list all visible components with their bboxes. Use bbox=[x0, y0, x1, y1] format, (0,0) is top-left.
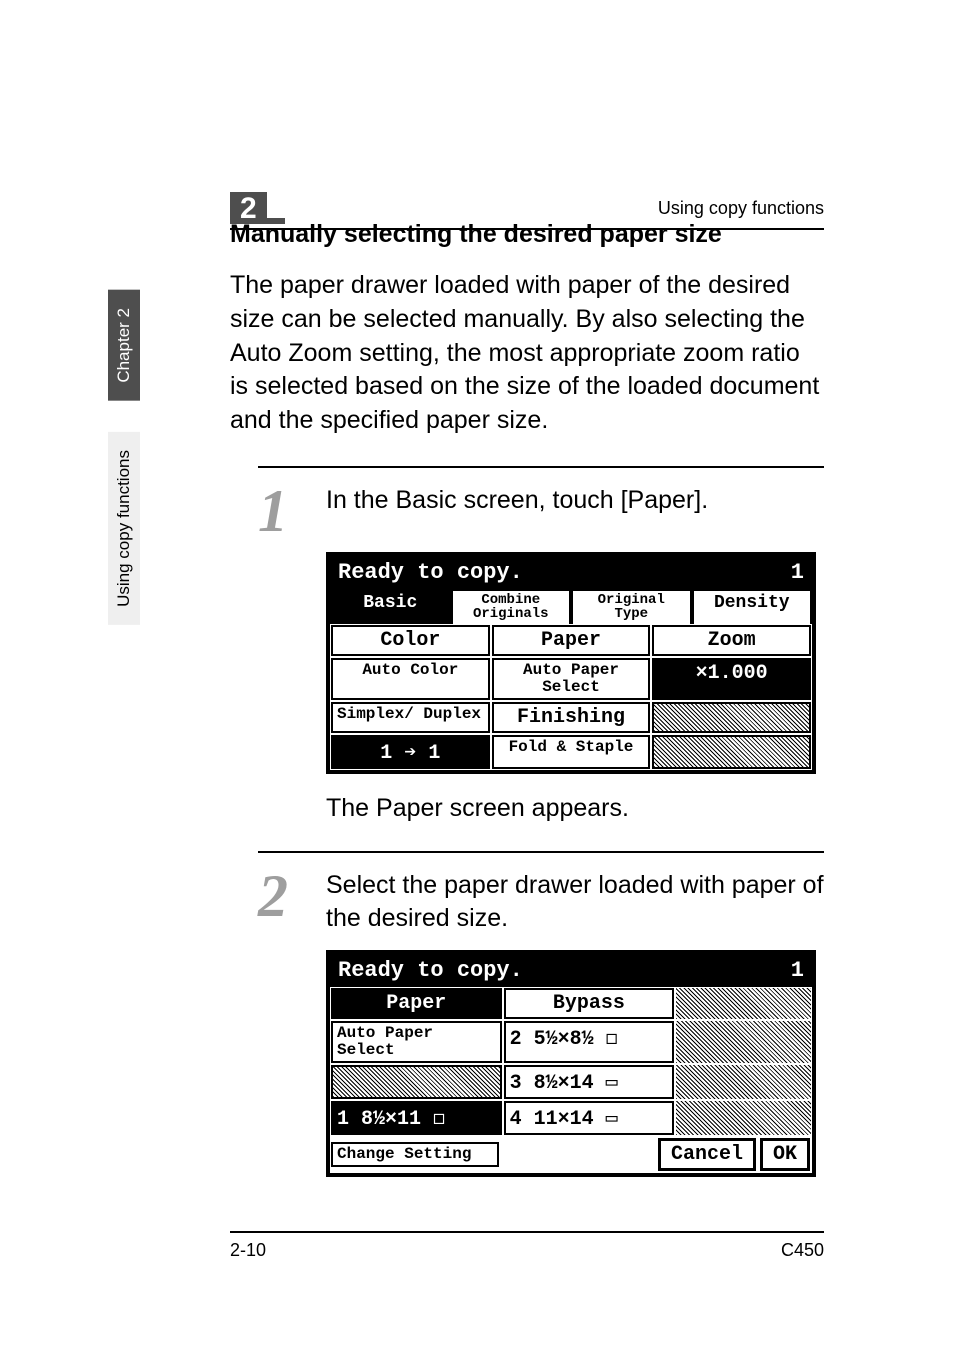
lcd2-tray-2[interactable]: 2 5½×8½ ◻ bbox=[504, 1021, 675, 1063]
lcd1-hdr-color: Color bbox=[331, 625, 490, 656]
model-number: C450 bbox=[781, 1240, 824, 1261]
step-number: 2 bbox=[258, 869, 326, 923]
page-number: 2-10 bbox=[230, 1240, 266, 1261]
running-header: Using copy functions bbox=[658, 198, 824, 219]
lcd1-tab-original[interactable]: Original Type bbox=[571, 589, 692, 624]
lcd1-tab-combine[interactable]: Combine Originals bbox=[451, 589, 572, 624]
lcd1-count: 1 bbox=[791, 560, 804, 585]
lcd2-tray-3[interactable]: 3 8½×14 ▭ bbox=[504, 1065, 675, 1099]
step-1-note: The Paper screen appears. bbox=[326, 794, 824, 823]
lcd1-fold[interactable]: Fold & Staple bbox=[492, 735, 651, 769]
lcd1-tab-density[interactable]: Density bbox=[692, 589, 813, 624]
lcd2-tray-4[interactable]: 4 11×14 ▭ bbox=[504, 1101, 675, 1135]
intro-paragraph: The paper drawer loaded with paper of th… bbox=[230, 269, 824, 438]
lcd1-val-paper[interactable]: Auto Paper Select bbox=[492, 658, 651, 700]
lcd2-change-setting[interactable]: Change Setting bbox=[331, 1142, 499, 1167]
lcd2-status: Ready to copy. bbox=[338, 958, 523, 983]
chapter-number: 2 bbox=[230, 192, 267, 224]
lcd2-blank-hdr bbox=[676, 988, 811, 1019]
lcd1-hdr-paper: Paper bbox=[492, 625, 651, 656]
lcd-paper-screen: Ready to copy. 1 Paper Bypass Auto Paper… bbox=[326, 950, 816, 1177]
lcd2-left-blank bbox=[331, 1065, 502, 1099]
section-title: Manually selecting the desired paper siz… bbox=[230, 220, 824, 249]
lcd2-blank-r1 bbox=[676, 1021, 811, 1063]
chapter-marker-tail bbox=[267, 218, 285, 224]
lcd2-blank-r3 bbox=[676, 1101, 811, 1135]
step-2: 2 Select the paper drawer loaded with pa… bbox=[258, 851, 824, 937]
lcd2-hdr-bypass[interactable]: Bypass bbox=[504, 988, 675, 1019]
footer-rule bbox=[230, 1231, 824, 1233]
chapter-marker: 2 bbox=[230, 192, 285, 224]
lcd1-status: Ready to copy. bbox=[338, 560, 523, 585]
lcd1-blank-1 bbox=[652, 702, 811, 733]
lcd2-auto-paper[interactable]: Auto Paper Select bbox=[331, 1021, 502, 1063]
lcd2-cancel-button[interactable]: Cancel bbox=[658, 1138, 756, 1171]
step-text: Select the paper drawer loaded with pape… bbox=[326, 869, 824, 937]
lcd2-tray-1[interactable]: 1 8½×11 ◻ bbox=[331, 1101, 502, 1135]
lcd1-tab-basic[interactable]: Basic bbox=[330, 589, 451, 624]
lcd2-hdr-paper: Paper bbox=[331, 988, 502, 1019]
lcd1-blank-2 bbox=[652, 735, 811, 769]
side-tab-section: Using copy functions bbox=[108, 432, 140, 625]
lcd1-hdr-zoom: Zoom bbox=[652, 625, 811, 656]
lcd1-finishing[interactable]: Finishing bbox=[492, 702, 651, 733]
lcd2-ok-button[interactable]: OK bbox=[760, 1138, 810, 1171]
step-number: 1 bbox=[258, 484, 326, 538]
lcd1-simplex[interactable]: Simplex/ Duplex bbox=[331, 702, 490, 733]
lcd1-val-color[interactable]: Auto Color bbox=[331, 658, 490, 700]
header-rule bbox=[230, 228, 824, 230]
lcd2-blank-r2 bbox=[676, 1065, 811, 1099]
lcd-basic-screen: Ready to copy. 1 Basic Combine Originals… bbox=[326, 552, 816, 774]
lcd1-val-zoom[interactable]: ×1.000 bbox=[652, 658, 811, 700]
lcd2-count: 1 bbox=[791, 958, 804, 983]
step-1: 1 In the Basic screen, touch [Paper]. bbox=[258, 466, 824, 538]
side-tab-chapter: Chapter 2 bbox=[108, 290, 140, 401]
step-text: In the Basic screen, touch [Paper]. bbox=[326, 484, 824, 518]
lcd1-1to1[interactable]: 1 ➔ 1 bbox=[331, 735, 490, 769]
